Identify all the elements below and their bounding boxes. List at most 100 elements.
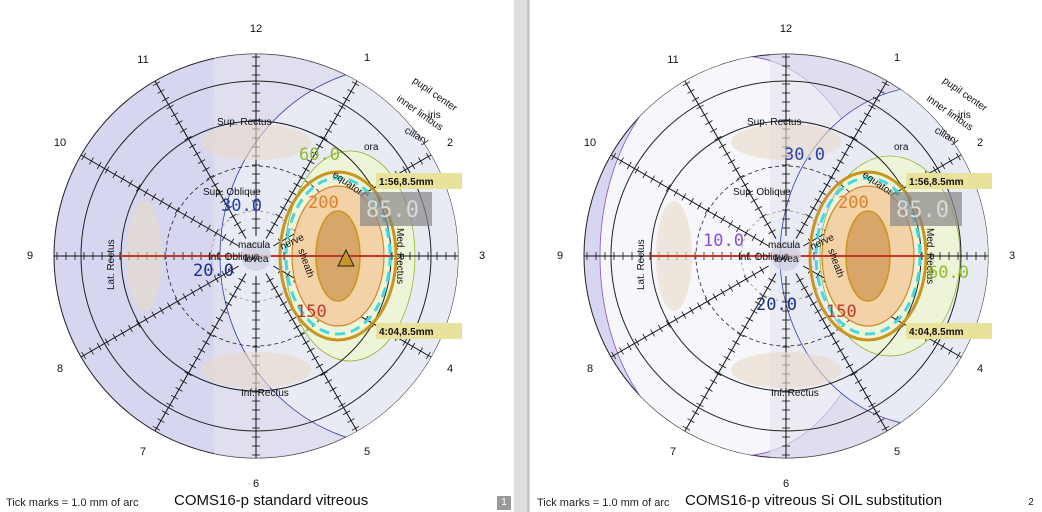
arc-tick — [732, 340, 740, 345]
arc-tick — [342, 410, 351, 416]
arc-tick — [170, 112, 179, 118]
arc-tick — [188, 143, 197, 149]
clock-12: 12 — [780, 23, 792, 35]
arc-tick — [823, 182, 831, 188]
arc-tick — [211, 182, 219, 188]
arc-tick — [868, 402, 876, 408]
arc-tick — [206, 332, 215, 338]
arc-tick — [120, 329, 125, 337]
arc-tick — [872, 410, 881, 416]
arc-tick — [190, 215, 196, 224]
clock-meridians — [54, 54, 458, 458]
arc-tick — [750, 198, 758, 203]
arc-tick — [827, 332, 836, 338]
arc-tick — [206, 224, 211, 233]
arc-tick — [342, 96, 351, 102]
arc-tick — [266, 229, 274, 235]
arc-tick — [197, 159, 206, 164]
arc-tick — [89, 157, 94, 165]
arc-tick — [650, 175, 655, 183]
arc-tick — [687, 418, 695, 423]
isodose-label-85: 85.0 — [896, 198, 949, 223]
arc-tick — [320, 135, 328, 141]
arc-tick — [425, 152, 431, 161]
label-inf-oblique: Inf. Oblique — [738, 252, 790, 263]
arc-tick — [611, 351, 617, 360]
arc-tick — [324, 128, 333, 133]
arc-tick — [213, 275, 219, 283]
arc-tick — [727, 348, 736, 353]
marker-upper: 1:56,8.5mm — [909, 177, 964, 188]
arc-tick — [836, 348, 845, 353]
arc-tick — [691, 410, 700, 416]
arc-tick — [151, 311, 157, 319]
arc-tick — [763, 221, 772, 227]
arc-tick — [266, 277, 274, 283]
arc-tick — [863, 112, 872, 118]
arc-tick — [270, 285, 279, 291]
arc-tick — [704, 206, 710, 215]
label-sup-rectus: Sup. Rectus — [217, 117, 271, 128]
panel-divider — [514, 0, 530, 512]
label-ora: ora — [894, 142, 909, 153]
arc-tick — [104, 338, 110, 346]
clock-5: 5 — [364, 446, 370, 458]
label-ora: ora — [364, 142, 379, 153]
fundus-panel-silicone-oil: 12 1 2 3 4 5 6 7 8 9 10 11 pupil center … — [530, 0, 1042, 512]
arc-tick — [728, 220, 733, 228]
arc-tick — [768, 277, 776, 283]
isodose-label-200: 200 — [308, 193, 339, 213]
arc-tick — [736, 224, 741, 233]
arc-tick — [881, 81, 890, 87]
arc-tick — [182, 211, 188, 219]
arc-tick — [112, 333, 118, 342]
arc-tick — [293, 324, 301, 330]
marker-lower-box — [376, 323, 462, 339]
arc-tick — [626, 161, 632, 170]
arc-tick — [297, 332, 306, 338]
arc-tick — [932, 338, 938, 346]
clock-8: 8 — [587, 363, 593, 375]
arc-tick — [814, 198, 822, 203]
arc-tick — [157, 89, 165, 94]
arc-tick — [151, 193, 157, 201]
page-number: 1 — [497, 496, 511, 510]
arc-tick — [619, 347, 624, 355]
arc-tick — [213, 229, 219, 237]
arc-tick — [320, 371, 328, 377]
arc-tick — [338, 402, 346, 408]
arc-tick — [170, 394, 179, 400]
arc-tick — [741, 324, 749, 330]
arc-tick — [238, 229, 246, 235]
arc-tick — [270, 221, 279, 227]
arc-tick — [814, 309, 822, 314]
arc-tick — [948, 347, 953, 355]
arc-tick — [329, 387, 337, 392]
arc-tick — [872, 96, 881, 102]
arc-tick — [179, 128, 188, 133]
panel-title: COMS16-p standard vitreous — [174, 492, 369, 509]
arc-tick — [626, 342, 632, 351]
arc-tick — [877, 418, 885, 423]
arc-tick — [167, 202, 172, 210]
arc-tick — [182, 293, 188, 301]
tumor-apex-icon — [337, 248, 355, 267]
clock-7: 7 — [670, 446, 676, 458]
arc-tick — [215, 316, 224, 322]
arc-tick — [175, 387, 183, 392]
arc-tick — [81, 351, 87, 360]
arc-tick — [691, 96, 700, 102]
arc-tick — [673, 315, 679, 324]
label-macula: macula — [238, 240, 271, 251]
arc-tick — [658, 324, 663, 333]
arc-tick — [275, 293, 283, 299]
isodose-label-150: 150 — [826, 302, 857, 322]
arc-tick — [193, 355, 201, 361]
clock-7: 7 — [140, 446, 146, 458]
page-number: 2 — [1028, 497, 1034, 508]
arc-tick — [650, 329, 655, 337]
arc-tick — [728, 284, 733, 292]
arc-tick — [184, 371, 192, 377]
arc-tick — [718, 363, 727, 369]
marker-lower-box — [906, 323, 992, 339]
